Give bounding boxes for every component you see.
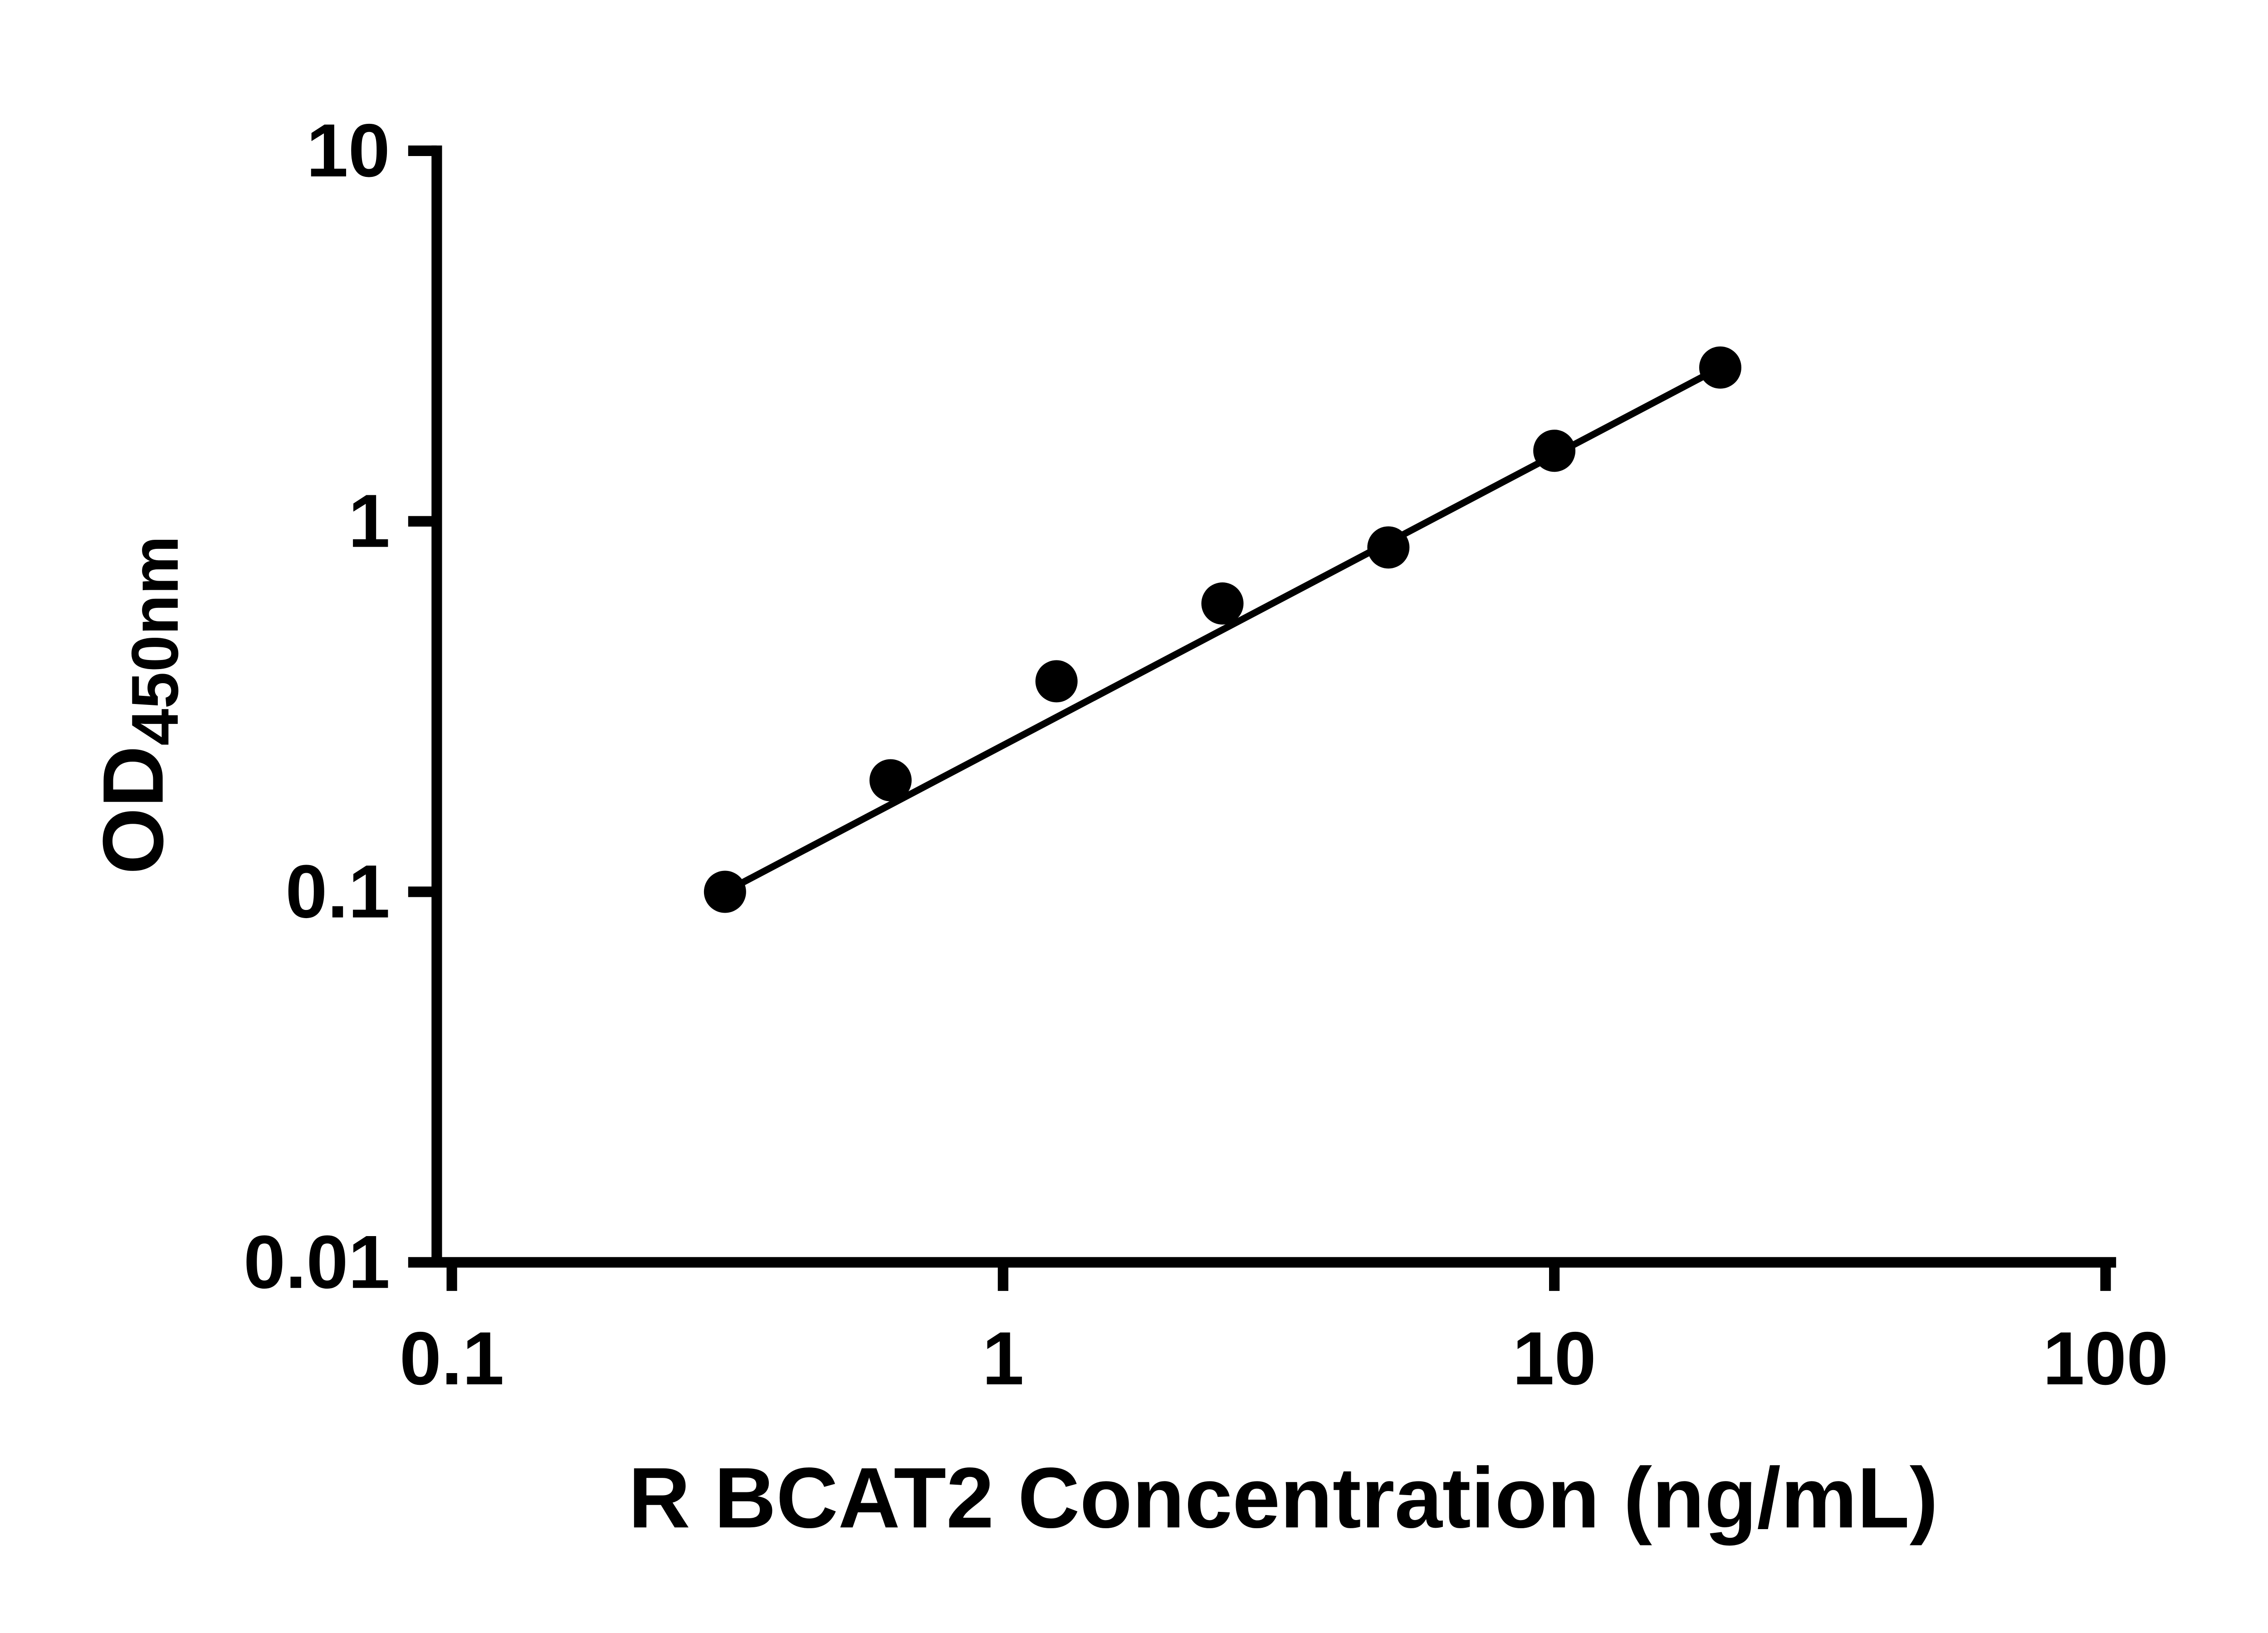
x-tick-label: 1 [982,1317,1024,1401]
y-axis-title-main: OD [86,746,181,875]
data-point [1367,526,1410,569]
y-axis-title: OD450nm [86,536,192,875]
x-tick-label: 0.1 [400,1317,504,1401]
data-points-group [704,346,1741,913]
data-point [1533,430,1576,472]
data-point [1035,660,1078,703]
data-point [869,759,912,802]
x-tick-label: 10 [1512,1317,1596,1401]
data-point [704,870,746,913]
axes [431,145,2116,1268]
x-tick-label: 100 [2043,1317,2168,1401]
tick-marks [408,145,2111,1291]
y-tick-label: 0.1 [285,850,390,934]
y-axis-title-subscript: 450nm [118,536,192,746]
x-axis-title: R BCAT2 Concentration (ng/mL) [628,1450,1938,1546]
y-tick-label: 1 [348,479,390,563]
data-point [1699,346,1741,389]
y-tick-label: 10 [306,109,390,193]
y-tick-label: 0.01 [244,1220,390,1304]
data-point [1201,582,1244,625]
